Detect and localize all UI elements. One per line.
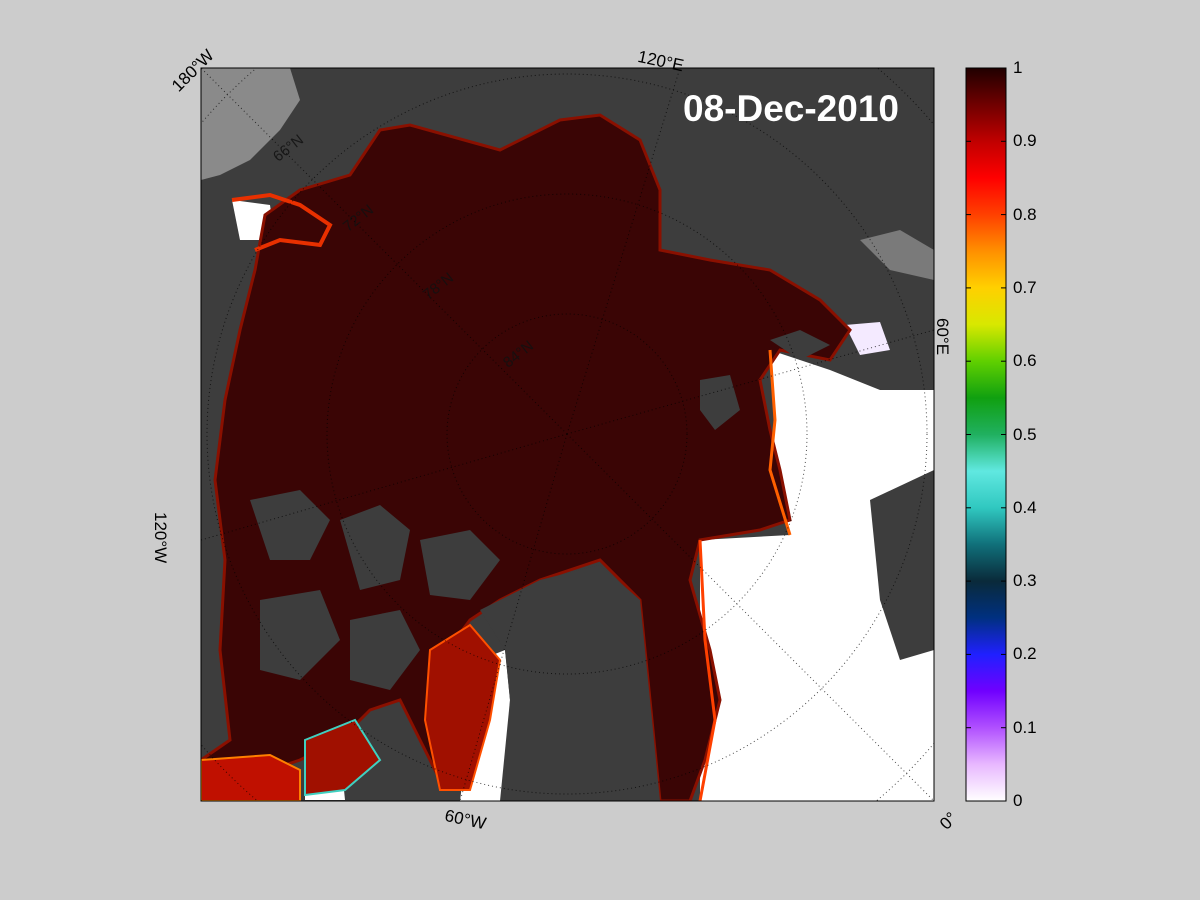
lon-label-60e: 60°E xyxy=(933,318,952,356)
sea-ice-hudson xyxy=(201,753,301,801)
colorbar-tick-label: 1 xyxy=(1013,58,1023,77)
land-novaya-zemlya xyxy=(770,330,830,360)
map-frame xyxy=(200,67,935,802)
land-archipelago xyxy=(250,490,500,690)
open-water-atlantic xyxy=(700,350,934,801)
map-date-label: 08-Dec-2010 xyxy=(683,88,899,129)
lon-label-120w: 120°W xyxy=(151,512,170,564)
graticule xyxy=(201,68,934,801)
colorbar-tick-label: 0.8 xyxy=(1013,204,1037,224)
open-water-kara xyxy=(845,322,890,355)
colorbar-tick-label: 0.2 xyxy=(1013,644,1037,664)
sea-ice-edge-greenland xyxy=(698,539,717,801)
sea-ice-edge-bering xyxy=(231,192,333,252)
sea-ice-edge-baffin xyxy=(423,623,502,791)
land-greenland xyxy=(480,565,660,801)
colorbar-tick-label: 0.9 xyxy=(1013,131,1037,151)
colorbar-tick-label: 0.4 xyxy=(1013,497,1037,517)
land-grey-siberia xyxy=(860,230,934,280)
land-scandinavia xyxy=(870,470,934,660)
colorbar-tick-label: 0.5 xyxy=(1013,424,1037,444)
land-svalbard xyxy=(700,375,740,430)
sea-ice-edge-barents xyxy=(768,349,792,536)
colorbar-tick-label: 0.3 xyxy=(1013,571,1037,591)
map-panel xyxy=(201,68,934,801)
land-grey-alaska xyxy=(201,68,300,180)
colorbar xyxy=(965,67,1007,802)
colorbar-tick-label: 0.6 xyxy=(1013,351,1037,371)
sea-ice-hudson-2 xyxy=(304,718,382,797)
colorbar-tick-label: 0.1 xyxy=(1013,717,1037,737)
colorbar-tick-marks xyxy=(966,67,1006,802)
colorbar-tick-label: 0.7 xyxy=(1013,277,1037,297)
colorbar-tick-label: 0 xyxy=(1013,791,1023,810)
